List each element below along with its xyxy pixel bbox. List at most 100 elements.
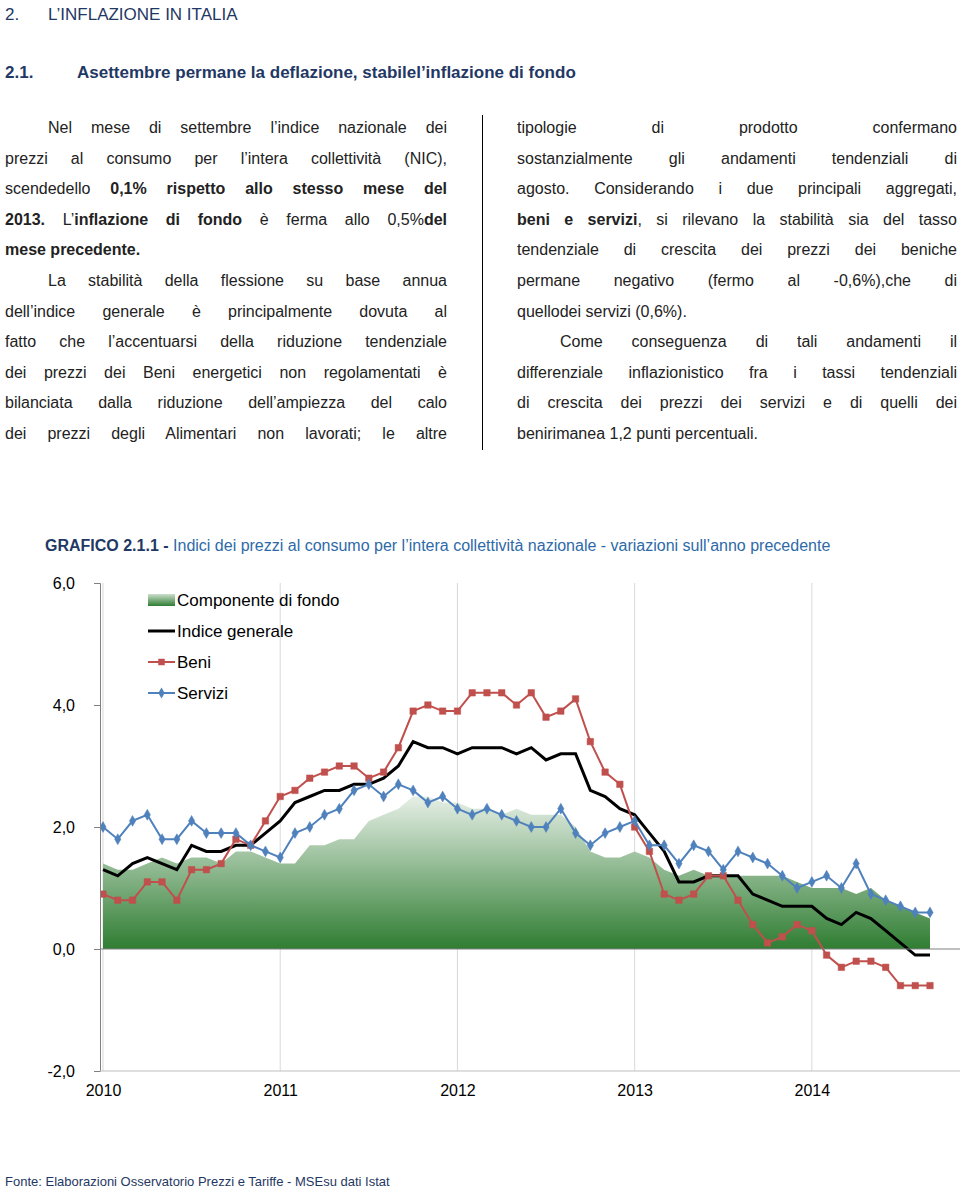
tick-mark bbox=[94, 583, 100, 584]
marker bbox=[897, 982, 903, 988]
text-line: dei prezzi degli Alimentari non lavorati… bbox=[5, 419, 447, 450]
text-run-bold: 0,1% rispetto allo stesso mese del bbox=[110, 180, 447, 197]
column-divider bbox=[482, 115, 483, 450]
text-run: prezzi al consumo per l’intera collettiv… bbox=[5, 150, 447, 167]
marker bbox=[676, 858, 682, 869]
legend-item: Servizi bbox=[148, 684, 228, 703]
marker bbox=[321, 769, 327, 775]
marker bbox=[484, 803, 490, 814]
tick-label: 0,0 bbox=[53, 941, 75, 958]
tick: 2012 bbox=[440, 1071, 476, 1099]
text-line: quellodei servizi (0,6%). bbox=[517, 297, 957, 328]
marker bbox=[366, 779, 372, 790]
tick-label: 2014 bbox=[795, 1082, 831, 1099]
legend-label: Componente di fondo bbox=[177, 591, 340, 610]
section-number: 2.1. bbox=[5, 63, 33, 83]
tick-label: 4,0 bbox=[53, 697, 75, 714]
marker bbox=[203, 828, 209, 839]
text-line: dell’indice generale è principalmente do… bbox=[5, 297, 447, 328]
grid-line bbox=[811, 583, 812, 1071]
marker bbox=[735, 897, 741, 903]
marker bbox=[750, 852, 756, 863]
text-run: differenziale inflazionistico fra i tass… bbox=[517, 364, 957, 381]
tick-mark bbox=[94, 949, 100, 950]
marker bbox=[572, 696, 578, 702]
text-line: sostanzialmente gli andamenti tendenzial… bbox=[517, 144, 957, 175]
text-run: di crescita dei prezzi dei servizi e di … bbox=[517, 394, 957, 411]
marker bbox=[882, 964, 888, 970]
text-run: Come conseguenza di tali andamenti il bbox=[560, 333, 957, 350]
text-line: mese precedente. bbox=[5, 235, 447, 266]
text-run: tipologie di prodotto confermano bbox=[517, 119, 957, 136]
header-title: L’INFLAZIONE IN ITALIA bbox=[48, 5, 238, 25]
tick-label: 2012 bbox=[440, 1082, 476, 1099]
text-run-bold: beni e servizi bbox=[517, 211, 637, 228]
text-run: scendedello bbox=[5, 180, 110, 197]
legend-label: Indice generale bbox=[177, 622, 293, 641]
marker bbox=[823, 870, 829, 881]
marker bbox=[927, 907, 933, 918]
marker bbox=[631, 824, 637, 830]
tick: 6,0 bbox=[53, 575, 100, 592]
marker bbox=[247, 842, 253, 848]
legend-item: Componente di fondo bbox=[148, 591, 340, 610]
marker bbox=[513, 815, 519, 826]
marker bbox=[897, 901, 903, 912]
marker bbox=[720, 864, 726, 875]
marker bbox=[469, 690, 475, 696]
chart-subtitle: Indici dei prezzi al consumo per l’inter… bbox=[173, 537, 830, 554]
marker bbox=[513, 702, 519, 708]
marker bbox=[779, 870, 785, 881]
legend: Componente di fondoIndice generaleBeniSe… bbox=[148, 591, 340, 703]
marker bbox=[159, 834, 165, 845]
marker bbox=[794, 883, 800, 894]
marker bbox=[115, 897, 121, 903]
tick-mark bbox=[94, 705, 100, 706]
text-line: differenziale inflazionistico fra i tass… bbox=[517, 358, 957, 389]
tick: -2,0 bbox=[47, 1063, 100, 1080]
marker bbox=[129, 815, 135, 826]
marker bbox=[144, 809, 150, 820]
line-series bbox=[103, 742, 930, 956]
marker bbox=[735, 846, 741, 857]
plot-area bbox=[100, 690, 933, 989]
marker bbox=[218, 828, 224, 839]
baseline bbox=[100, 949, 960, 950]
marker bbox=[292, 787, 298, 793]
chart: GRAFICO 2.1.1 - Indici dei prezzi al con… bbox=[0, 0, 960, 1192]
marker bbox=[912, 907, 918, 918]
chart-title-prefix: GRAFICO 2.1.1 - bbox=[45, 537, 173, 554]
tick: 2010 bbox=[86, 1071, 122, 1099]
tick-label: -2,0 bbox=[47, 1063, 75, 1080]
marker bbox=[602, 828, 608, 839]
marker bbox=[809, 876, 815, 887]
marker bbox=[764, 858, 770, 869]
tick: 0,0 bbox=[53, 941, 100, 958]
marker bbox=[528, 690, 534, 696]
source: Fonte: Elaborazioni Osservatorio Prezzi … bbox=[5, 1174, 390, 1189]
grid-line bbox=[634, 583, 635, 1071]
marker bbox=[307, 822, 313, 833]
y-axis: -2,0 0,0 2,0 4,0 6,0 bbox=[47, 575, 100, 1080]
marker bbox=[410, 708, 416, 714]
tick: 2014 bbox=[795, 1071, 831, 1099]
tick-label: 2,0 bbox=[53, 819, 75, 836]
marker bbox=[425, 797, 431, 808]
marker bbox=[262, 818, 268, 824]
marker bbox=[395, 779, 401, 790]
text-run: dei prezzi dei Beni energetici non regol… bbox=[5, 364, 447, 381]
text-line: tipologie di prodotto confermano bbox=[517, 113, 957, 144]
marker bbox=[233, 828, 239, 839]
marker bbox=[646, 840, 652, 851]
text-run: è ferma allo 0,5% bbox=[242, 211, 424, 228]
marker bbox=[203, 866, 209, 872]
marker bbox=[366, 775, 372, 781]
x-axis: 20102011201220132014 bbox=[86, 1071, 960, 1099]
marker bbox=[676, 897, 682, 903]
tick: 2,0 bbox=[53, 819, 100, 836]
tick: 2011 bbox=[264, 1071, 299, 1099]
text-run: dei prezzi degli Alimentari non lavorati… bbox=[5, 425, 447, 442]
marker bbox=[661, 891, 667, 897]
text-run: permane negativo (fermo al -0,6%),che di bbox=[517, 272, 957, 289]
marker bbox=[705, 846, 711, 857]
